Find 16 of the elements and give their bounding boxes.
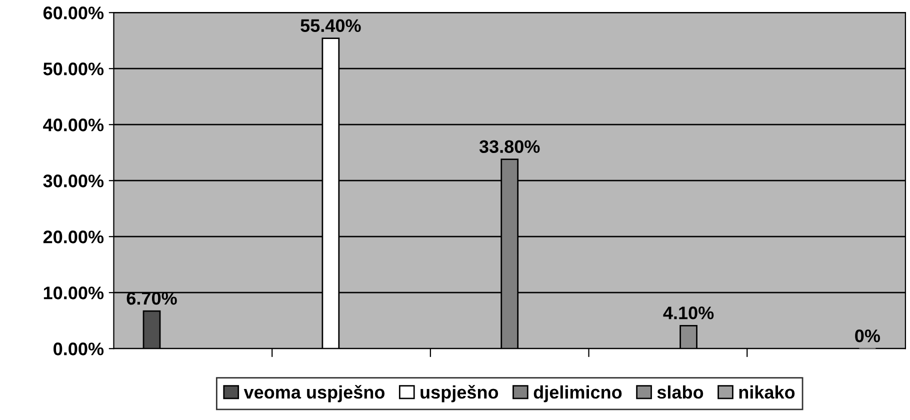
data-label: 0% bbox=[855, 329, 880, 342]
legend-label: veoma uspješno bbox=[244, 385, 385, 402]
data-label: 4.10% bbox=[663, 306, 714, 320]
y-tick-label: 10.00% bbox=[44, 286, 104, 300]
legend-label: nikako bbox=[739, 385, 795, 399]
y-tick-label: 60.00% bbox=[43, 6, 104, 20]
y-tick-label: 40.00% bbox=[43, 118, 104, 132]
data-label: 33.80% bbox=[479, 140, 540, 153]
legend-label: djelimicno bbox=[534, 385, 622, 402]
y-tick-label: 30.00% bbox=[43, 174, 104, 188]
y-tick-label: 50.00% bbox=[43, 62, 104, 76]
data-label: 55.40% bbox=[300, 19, 361, 32]
y-tick-label: 0.00% bbox=[54, 342, 104, 356]
legend-label: slabo bbox=[657, 385, 704, 399]
legend-label: uspješno bbox=[420, 385, 498, 402]
y-tick-label: 20.00% bbox=[43, 230, 104, 244]
